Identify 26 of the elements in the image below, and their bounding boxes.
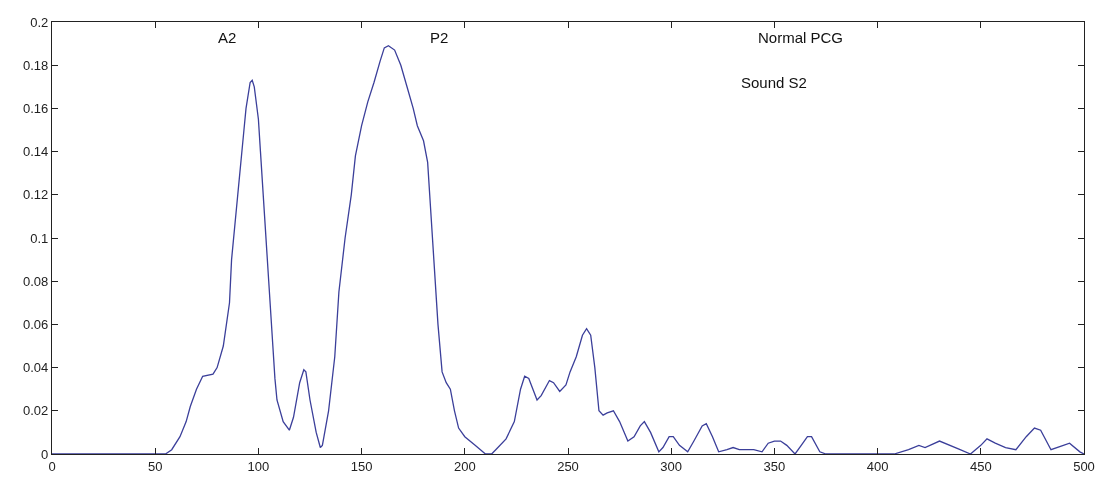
y-tick-label: 0.08 bbox=[22, 273, 49, 289]
y-tick-label: 0.12 bbox=[22, 187, 49, 203]
y-tick-label: 0.1 bbox=[30, 230, 49, 246]
x-tick-label: 400 bbox=[866, 458, 889, 474]
x-tick-label: 350 bbox=[763, 458, 786, 474]
annotation: A2 bbox=[218, 29, 237, 46]
y-tick-label: 0.18 bbox=[22, 57, 49, 73]
y-tick-label: 0.14 bbox=[22, 144, 49, 160]
x-tick-label: 50 bbox=[147, 458, 163, 474]
y-tick-label: 0 bbox=[41, 446, 49, 462]
y-tick-label: 0.02 bbox=[22, 403, 49, 419]
x-tick-label: 250 bbox=[557, 458, 579, 474]
x-tick-label: 300 bbox=[660, 458, 683, 474]
x-tick-label: 150 bbox=[350, 458, 373, 474]
x-tick-label: 450 bbox=[969, 458, 992, 474]
x-tick-label: 500 bbox=[1073, 458, 1095, 474]
x-tick-label: 100 bbox=[247, 458, 270, 474]
annotation: Sound S2 bbox=[741, 74, 807, 91]
annotation: Normal PCG bbox=[758, 29, 844, 46]
annotation: P2 bbox=[430, 29, 449, 46]
y-tick-label: 0.04 bbox=[22, 360, 49, 376]
x-tick-label: 200 bbox=[453, 458, 476, 474]
line-series bbox=[52, 45, 1084, 454]
y-tick-label: 0.2 bbox=[30, 14, 49, 30]
y-tick-label: 0.16 bbox=[22, 100, 49, 116]
y-tick-label: 0.06 bbox=[22, 316, 49, 332]
